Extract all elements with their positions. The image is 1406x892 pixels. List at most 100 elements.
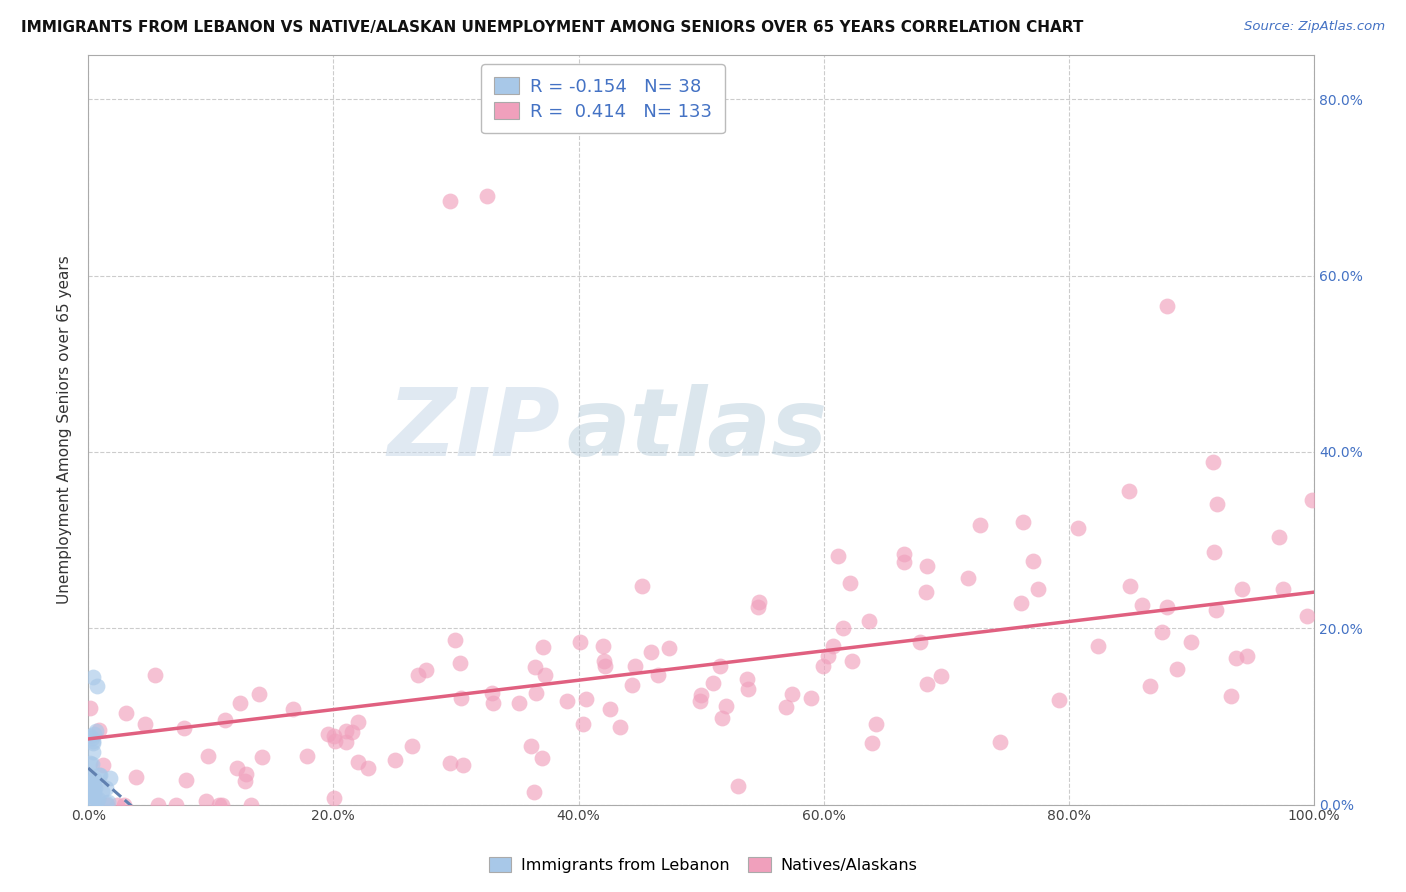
- Point: [115, 706, 138, 720]
- Point: [1301, 492, 1323, 507]
- Point: [83, 772, 105, 787]
- Point: [1202, 545, 1225, 559]
- Point: [522, 785, 544, 799]
- Point: [1206, 497, 1229, 511]
- Point: [1139, 679, 1161, 693]
- Point: [80, 731, 103, 746]
- Point: [647, 668, 669, 682]
- Point: [79, 701, 101, 715]
- Point: [323, 734, 346, 748]
- Point: [83, 788, 105, 802]
- Point: [406, 668, 429, 682]
- Point: [593, 659, 616, 673]
- Point: [82, 670, 104, 684]
- Point: [631, 579, 654, 593]
- Point: [747, 600, 769, 615]
- Point: [841, 654, 863, 668]
- Point: [94, 781, 117, 796]
- Point: [297, 749, 319, 764]
- Point: [401, 739, 423, 753]
- Point: [780, 687, 803, 701]
- Point: [523, 660, 546, 674]
- Point: [827, 549, 849, 564]
- Point: [893, 547, 915, 561]
- Point: [82, 736, 104, 750]
- Point: [82, 783, 104, 797]
- Point: [817, 649, 839, 664]
- Point: [1236, 649, 1258, 664]
- Point: [711, 711, 734, 725]
- Point: [481, 686, 503, 700]
- Point: [520, 739, 543, 754]
- Point: [87, 791, 110, 805]
- Text: ZIP: ZIP: [387, 384, 560, 475]
- Point: [508, 696, 530, 710]
- Point: [1156, 599, 1178, 614]
- Point: [80, 757, 103, 772]
- Point: [524, 686, 547, 700]
- Point: [208, 797, 231, 812]
- Point: [134, 717, 156, 731]
- Point: [858, 614, 880, 628]
- Point: [86, 793, 108, 807]
- Point: [77, 789, 100, 804]
- Point: [592, 639, 614, 653]
- Point: [195, 794, 218, 808]
- Point: [112, 797, 135, 812]
- Point: [748, 594, 770, 608]
- Point: [335, 734, 357, 748]
- Point: [211, 797, 233, 812]
- Point: [702, 676, 724, 690]
- Point: [323, 791, 346, 805]
- Point: [988, 735, 1011, 749]
- Point: [79, 756, 101, 770]
- Point: [599, 702, 621, 716]
- Point: [1267, 530, 1289, 544]
- Point: [82, 733, 104, 747]
- Point: [917, 677, 939, 691]
- Point: [197, 748, 219, 763]
- Point: [800, 690, 823, 705]
- Point: [1230, 582, 1253, 597]
- Point: [1166, 662, 1188, 676]
- Point: [915, 558, 938, 573]
- Point: [322, 729, 344, 743]
- Point: [107, 797, 129, 812]
- Point: [534, 668, 557, 682]
- Point: [640, 645, 662, 659]
- Point: [555, 694, 578, 708]
- Point: [146, 797, 169, 812]
- Point: [384, 753, 406, 767]
- Point: [860, 736, 883, 750]
- Point: [1180, 635, 1202, 649]
- Point: [575, 692, 598, 706]
- Point: [89, 723, 111, 737]
- Point: [83, 727, 105, 741]
- Point: [82, 797, 104, 812]
- Point: [727, 779, 749, 793]
- Point: [357, 760, 380, 774]
- Point: [1119, 579, 1142, 593]
- Point: [89, 768, 111, 782]
- Point: [173, 721, 195, 735]
- Point: [658, 640, 681, 655]
- Point: [1272, 582, 1295, 597]
- Point: [969, 518, 991, 533]
- Point: [811, 659, 834, 673]
- Point: [1118, 484, 1140, 499]
- Point: [737, 681, 759, 696]
- Point: [689, 694, 711, 708]
- Point: [83, 778, 105, 792]
- Point: [347, 755, 370, 769]
- Point: [83, 781, 105, 796]
- Point: [451, 757, 474, 772]
- Point: [1132, 599, 1154, 613]
- Point: [235, 767, 257, 781]
- Point: [624, 658, 647, 673]
- Point: [79, 775, 101, 789]
- Point: [737, 672, 759, 686]
- Point: [143, 668, 166, 682]
- Point: [342, 724, 364, 739]
- Point: [1087, 640, 1109, 654]
- Point: [165, 797, 187, 812]
